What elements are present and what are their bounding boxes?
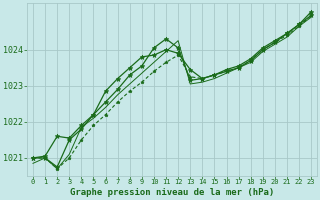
X-axis label: Graphe pression niveau de la mer (hPa): Graphe pression niveau de la mer (hPa)	[70, 188, 274, 197]
